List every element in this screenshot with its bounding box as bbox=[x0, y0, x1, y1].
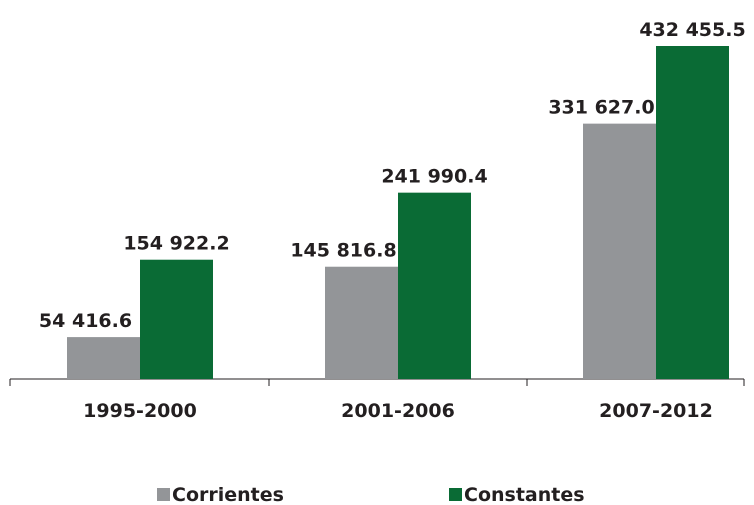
legend-label: Constantes bbox=[464, 484, 585, 505]
value-label: 432 455.5 bbox=[639, 19, 745, 41]
value-label: 241 990.4 bbox=[381, 166, 487, 188]
bar bbox=[325, 266, 398, 379]
bar bbox=[583, 123, 656, 379]
legend-swatch bbox=[157, 488, 170, 501]
value-label: 145 816.8 bbox=[290, 240, 396, 262]
legend-swatch bbox=[449, 488, 462, 501]
bar bbox=[140, 259, 213, 379]
x-tick-label: 2001-2006 bbox=[341, 400, 455, 422]
value-label: 154 922.2 bbox=[123, 233, 229, 255]
x-tick-label: 2007-2012 bbox=[599, 400, 713, 422]
value-label: 54 416.6 bbox=[39, 310, 132, 332]
legend-label: Corrientes bbox=[172, 484, 284, 505]
value-label: 331 627.0 bbox=[548, 97, 654, 119]
bar bbox=[398, 192, 471, 379]
bar bbox=[656, 46, 729, 379]
x-tick-label: 1995-2000 bbox=[83, 400, 197, 422]
bar bbox=[67, 337, 140, 379]
